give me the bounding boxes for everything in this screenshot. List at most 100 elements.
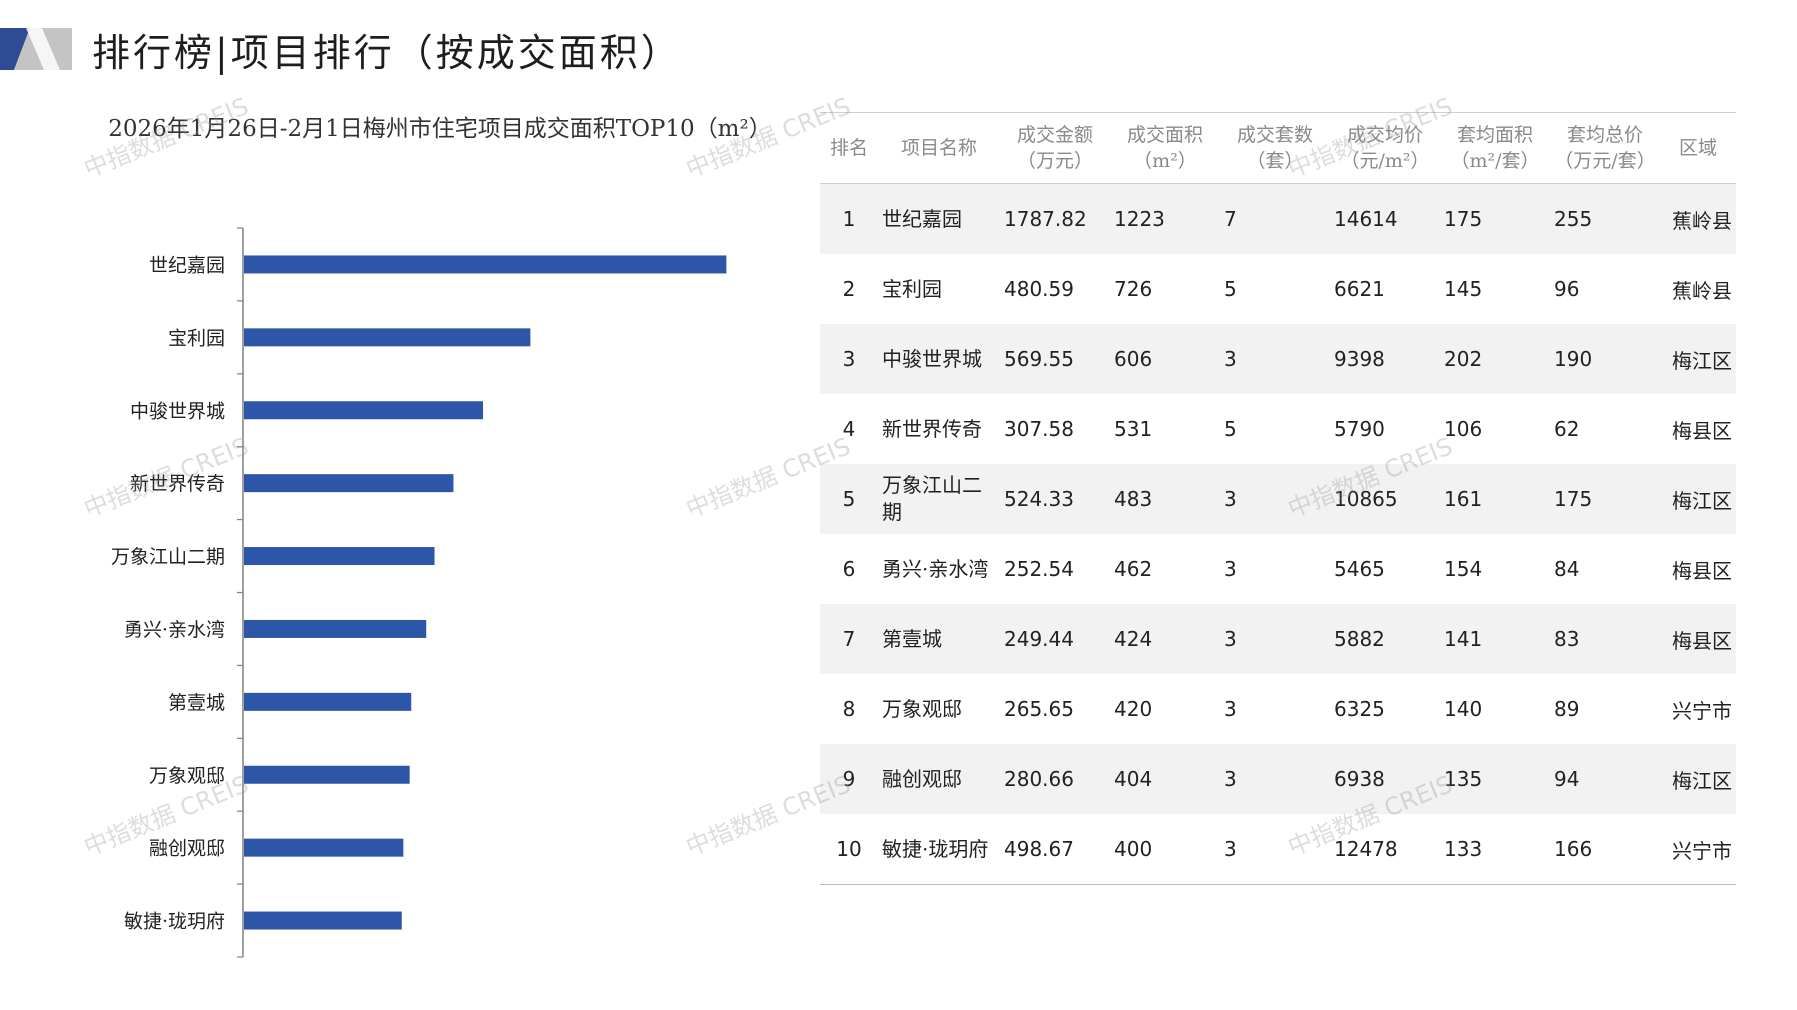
table-cell: 9398 xyxy=(1330,324,1440,394)
table-cell: 9 xyxy=(820,744,878,814)
chart-title: 2026年1月26日-2月1日梅州市住宅项目成交面积TOP10（m²） xyxy=(108,116,772,142)
category-label: 宝利园 xyxy=(168,327,225,349)
table-cell: 梅江区 xyxy=(1660,464,1736,534)
ranking-table: 排名 项目名称 成交金额 （万元） 成交面积 （m²） 成交套数 （套） 成交均价 （元/m²）套… xyxy=(820,112,1736,885)
table-cell: 2 xyxy=(842,277,856,301)
table-header-row: 排名 项目名称 成交金额 （万元） 成交面积 （m²） 成交套数 （套） 成交均价 （元/m²）套… xyxy=(820,112,1736,184)
page-title: 排行榜|项目排行（按成交面积） xyxy=(92,31,682,75)
table-cell: 420 xyxy=(1114,697,1153,721)
table-cell: 12478 xyxy=(1330,814,1440,885)
table-cell: 424 xyxy=(1110,604,1220,674)
table-cell: 202 xyxy=(1440,324,1550,394)
table-cell: 10 xyxy=(820,814,878,885)
table-cell: 175 xyxy=(1550,464,1660,534)
table-cell: 万象观邸 xyxy=(882,696,962,721)
table-row: 7 第壹城 249.44 424 3 5882 141 83 梅县区 xyxy=(820,604,1736,674)
table-row: 5 万象江山二期 524.33 483 3 10865 161 175 梅江区 xyxy=(820,464,1736,534)
table-cell: 1223 xyxy=(1110,183,1220,254)
table-cell: 3 xyxy=(1220,744,1330,814)
table-row: 3 中骏世界城 569.55 606 3 9398 202 190 梅江区 xyxy=(820,324,1736,394)
table-cell: 483 xyxy=(1110,464,1220,534)
bar xyxy=(244,474,454,493)
table-cell: 融创观邸 xyxy=(878,744,1000,814)
table-cell: 480.59 xyxy=(1004,277,1074,301)
table-cell: 梅江区 xyxy=(1660,744,1736,814)
table-header-cell: 成交均价 （元/m²） xyxy=(1330,112,1440,184)
category-label: 世纪嘉园 xyxy=(149,254,225,276)
table-row: 2 宝利园 480.59 726 5 6621 145 96 蕉岭县 xyxy=(820,254,1736,324)
table-cell: 梅江区 xyxy=(1660,324,1736,394)
category-label: 勇兴·亲水湾 xyxy=(124,619,225,641)
table-cell: 524.33 xyxy=(1000,464,1110,534)
table-cell: 5 xyxy=(820,464,878,534)
table-cell: 蕉岭县 xyxy=(1660,183,1736,254)
table-cell: 兴宁市 xyxy=(1660,814,1736,885)
table-cell: 5882 xyxy=(1330,604,1440,674)
table-cell: 世纪嘉园 xyxy=(878,183,1000,254)
table-cell: 兴宁市 xyxy=(1672,698,1732,723)
table-cell: 5 xyxy=(1224,277,1237,301)
bar xyxy=(244,619,427,638)
table-cell: 83 xyxy=(1550,604,1660,674)
bar xyxy=(244,328,531,347)
table-cell: 6938 xyxy=(1330,744,1440,814)
table-cell: 6621 xyxy=(1334,277,1385,301)
table-cell: 7 xyxy=(1220,183,1330,254)
table-cell: 606 xyxy=(1110,324,1220,394)
table-cell: 62 xyxy=(1554,417,1580,441)
table-cell: 89 xyxy=(1554,697,1580,721)
table-cell: 462 xyxy=(1114,557,1153,581)
table-cell: 140 xyxy=(1444,697,1483,721)
table-cell: 蕉岭县 xyxy=(1672,278,1732,303)
logo-icon xyxy=(0,28,72,70)
bar xyxy=(244,911,402,930)
table-cell: 1787.82 xyxy=(1000,183,1110,254)
bar xyxy=(244,765,410,784)
table-header-cell: 成交金额 （万元） xyxy=(1000,112,1110,184)
bar xyxy=(244,838,404,857)
category-label: 中骏世界城 xyxy=(130,400,225,422)
table-cell: 8 xyxy=(842,697,856,721)
table-cell: 14614 xyxy=(1330,183,1440,254)
table-cell: 梅县区 xyxy=(1672,558,1732,583)
table-cell: 1 xyxy=(820,183,878,254)
table-cell: 404 xyxy=(1110,744,1220,814)
category-label: 万象观邸 xyxy=(149,765,225,787)
bar xyxy=(244,547,435,566)
table-row: 1 世纪嘉园 1787.82 1223 7 14614 175 255 蕉岭县 xyxy=(820,183,1736,254)
category-label: 第壹城 xyxy=(168,692,225,714)
table-cell: 新世界传奇 xyxy=(882,416,982,441)
category-label: 新世界传奇 xyxy=(130,473,225,495)
table-cell: 154 xyxy=(1444,557,1483,581)
table-cell: 307.58 xyxy=(1004,417,1074,441)
table-cell: 133 xyxy=(1440,814,1550,885)
table-cell: 4 xyxy=(842,417,856,441)
table-row: 9 融创观邸 280.66 404 3 6938 135 94 梅江区 xyxy=(820,744,1736,814)
bar xyxy=(244,401,484,420)
table-cell: 166 xyxy=(1550,814,1660,885)
table-cell: 第壹城 xyxy=(878,604,1000,674)
bar xyxy=(244,692,412,711)
category-label: 敏捷·珑玥府 xyxy=(124,911,225,933)
table-cell: 7 xyxy=(820,604,878,674)
table-cell: 3 xyxy=(1220,814,1330,885)
table-cell: 敏捷·珑玥府 xyxy=(878,814,1000,885)
table-row: 8 万象观邸 265.65 420 3 6325 140 89 兴宁市 xyxy=(820,674,1736,744)
table-cell: 万象江山二期 xyxy=(878,464,1000,534)
table-cell: 106 xyxy=(1444,417,1483,441)
table-cell: 135 xyxy=(1440,744,1550,814)
category-label: 万象江山二期 xyxy=(111,546,225,568)
table-cell: 96 xyxy=(1554,277,1580,301)
table-cell: 84 xyxy=(1554,557,1580,581)
table-header-cell: 排名 xyxy=(820,112,878,184)
table-header-cell: 项目名称 xyxy=(878,112,1000,184)
table-cell: 中骏世界城 xyxy=(878,324,1000,394)
table-cell: 531 xyxy=(1114,417,1153,441)
table-cell: 6 xyxy=(842,557,856,581)
table-cell: 280.66 xyxy=(1000,744,1110,814)
table-header-cell: 套均面积 （m²/套） xyxy=(1440,112,1550,184)
bar xyxy=(244,255,727,274)
table-cell: 3 xyxy=(1220,464,1330,534)
table-cell: 252.54 xyxy=(1004,557,1074,581)
table-cell: 勇兴·亲水湾 xyxy=(882,556,989,581)
